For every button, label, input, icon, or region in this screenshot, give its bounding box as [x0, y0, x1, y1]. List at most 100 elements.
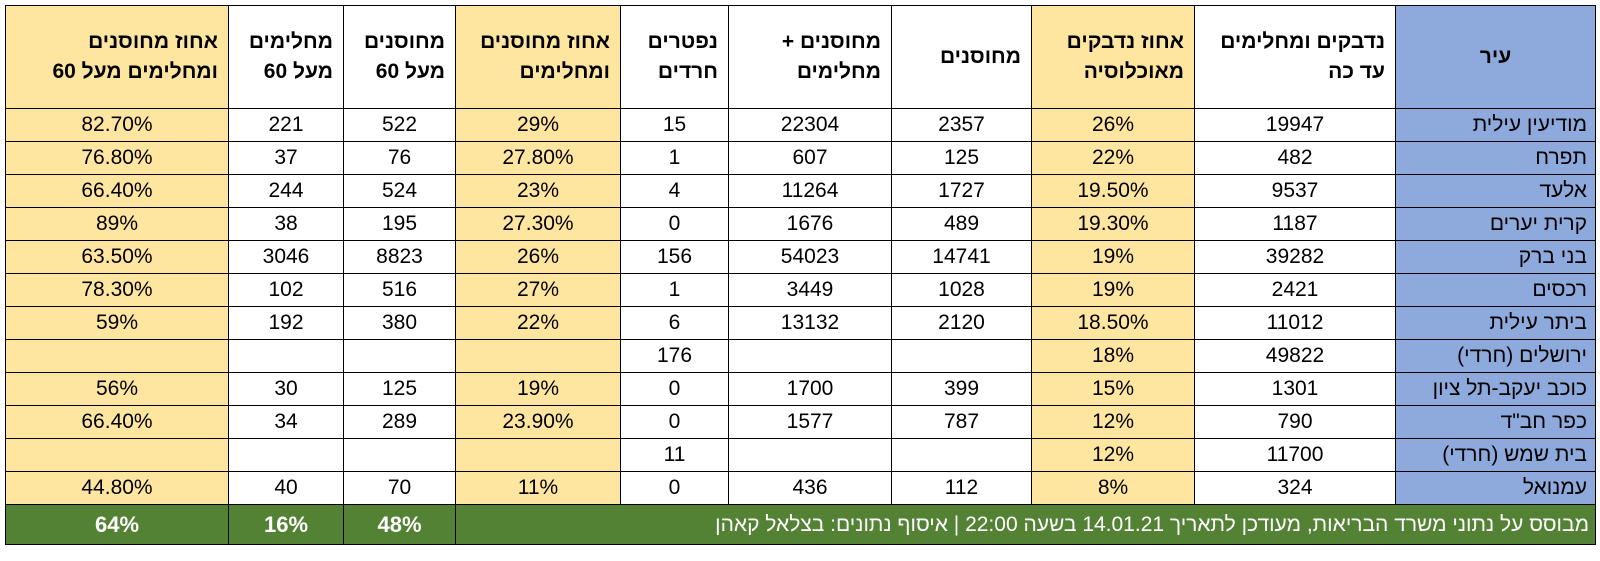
cell-recovered-over-60: 221: [228, 108, 344, 142]
header-recovered-over-60: מחלימים מעל 60: [228, 5, 344, 109]
cell-vaccinated-plus-recovered: [728, 438, 892, 472]
cell-percent-vaccinated-recovered: [455, 438, 621, 472]
header-vaccinated-over-60: מחוסנים מעל 60: [343, 5, 456, 109]
cell-infected-recovered-total: 790: [1194, 405, 1396, 439]
cell-city: עמנואל: [1395, 471, 1596, 505]
header-infected-recovered-total: נדבקים ומחלימים עד כה: [1194, 5, 1396, 109]
cell-percent-infected: 15%: [1031, 372, 1195, 406]
cell-haredi-deaths: 4: [620, 174, 729, 208]
cell-vaccinated: 787: [891, 405, 1032, 439]
cell-percent-vaccinated-recovered: 26%: [455, 240, 621, 274]
table-row: עמנואל 324 8% 112 436 0 11% 70 40 44.80%: [5, 471, 1596, 505]
cell-haredi-deaths: 0: [620, 471, 729, 505]
table-row: ירושלים (חרדי) 49822 18% 176: [5, 339, 1596, 373]
cell-vaccinated-plus-recovered: 22304: [728, 108, 892, 142]
cell-percent-infected: 19%: [1031, 240, 1195, 274]
cell-percent-over-60: 78.30%: [5, 273, 229, 307]
footer-percent-over-60: 64%: [5, 504, 229, 545]
cell-vaccinated: 489: [891, 207, 1032, 241]
cell-recovered-over-60: 3046: [228, 240, 344, 274]
haredi-cities-vaccination-table: עיר נדבקים ומחלימים עד כה אחוז נדבקים מא…: [5, 5, 1596, 545]
cell-city: ירושלים (חרדי): [1395, 339, 1596, 373]
cell-infected-recovered-total: 1301: [1194, 372, 1396, 406]
cell-infected-recovered-total: 482: [1194, 141, 1396, 175]
cell-percent-vaccinated-recovered: [455, 339, 621, 373]
footer-recovered-over-60: 16%: [228, 504, 344, 545]
cell-vaccinated-over-60: 8823: [343, 240, 456, 274]
cell-haredi-deaths: 176: [620, 339, 729, 373]
cell-city: קרית יערים: [1395, 207, 1596, 241]
cell-vaccinated-plus-recovered: 54023: [728, 240, 892, 274]
table-row: תפרח 482 22% 125 607 1 27.80% 76 37 76.80%: [5, 141, 1596, 175]
header-percent-over-60: אחוז מחוסנים ומחלימים מעל 60: [5, 5, 229, 109]
table-row: ביתר עילית 11012 18.50% 2120 13132 6 22% 380 192…: [5, 306, 1596, 340]
cell-vaccinated: 125: [891, 141, 1032, 175]
cell-percent-infected: 19.50%: [1031, 174, 1195, 208]
cell-vaccinated-over-60: 289: [343, 405, 456, 439]
cell-percent-vaccinated-recovered: 27%: [455, 273, 621, 307]
cell-percent-infected: 8%: [1031, 471, 1195, 505]
cell-infected-recovered-total: 1187: [1194, 207, 1396, 241]
cell-vaccinated-over-60: [343, 339, 456, 373]
footer-row: מבוסס על נתוני משרד הבריאות, מעודכן לתאר…: [5, 504, 1596, 545]
cell-city: כוכב יעקב-תל ציון: [1395, 372, 1596, 406]
cell-haredi-deaths: 0: [620, 405, 729, 439]
cell-city: בית שמש (חרדי): [1395, 438, 1596, 472]
table-row: מודיעין עילית 19947 26% 2357 22304 15 29% 522 22…: [5, 108, 1596, 142]
cell-vaccinated-plus-recovered: 1577: [728, 405, 892, 439]
cell-vaccinated-over-60: 522: [343, 108, 456, 142]
cell-vaccinated-plus-recovered: 11264: [728, 174, 892, 208]
cell-percent-over-60: 56%: [5, 372, 229, 406]
cell-haredi-deaths: 0: [620, 372, 729, 406]
cell-haredi-deaths: 1: [620, 273, 729, 307]
cell-vaccinated: 1028: [891, 273, 1032, 307]
cell-recovered-over-60: 37: [228, 141, 344, 175]
cell-percent-infected: 19.30%: [1031, 207, 1195, 241]
cell-vaccinated: 14741: [891, 240, 1032, 274]
cell-infected-recovered-total: 324: [1194, 471, 1396, 505]
header-percent-vaccinated-recovered: אחוז מחוסנים ומחלימים: [455, 5, 621, 109]
cell-percent-over-60: [5, 438, 229, 472]
cell-percent-infected: 18%: [1031, 339, 1195, 373]
cell-recovered-over-60: 192: [228, 306, 344, 340]
cell-percent-over-60: 44.80%: [5, 471, 229, 505]
cell-vaccinated: [891, 339, 1032, 373]
cell-percent-vaccinated-recovered: 19%: [455, 372, 621, 406]
cell-recovered-over-60: [228, 438, 344, 472]
header-vaccinated-plus-recovered: מחוסנים + מחלימים: [728, 5, 892, 109]
cell-vaccinated: 2120: [891, 306, 1032, 340]
cell-percent-over-60: [5, 339, 229, 373]
cell-percent-vaccinated-recovered: 27.80%: [455, 141, 621, 175]
cell-city: תפרח: [1395, 141, 1596, 175]
cell-percent-vaccinated-recovered: 29%: [455, 108, 621, 142]
cell-recovered-over-60: 102: [228, 273, 344, 307]
cell-vaccinated-plus-recovered: 1676: [728, 207, 892, 241]
table-row: כוכב יעקב-תל ציון 1301 15% 399 1700 0 19% 125 30…: [5, 372, 1596, 406]
cell-percent-vaccinated-recovered: 23.90%: [455, 405, 621, 439]
cell-vaccinated-over-60: 195: [343, 207, 456, 241]
cell-vaccinated-over-60: 516: [343, 273, 456, 307]
cell-vaccinated-over-60: 76: [343, 141, 456, 175]
cell-infected-recovered-total: 11700: [1194, 438, 1396, 472]
cell-vaccinated-plus-recovered: 13132: [728, 306, 892, 340]
cell-vaccinated-plus-recovered: 3449: [728, 273, 892, 307]
cell-vaccinated: 1727: [891, 174, 1032, 208]
cell-percent-over-60: 59%: [5, 306, 229, 340]
cell-infected-recovered-total: 9537: [1194, 174, 1396, 208]
cell-percent-infected: 12%: [1031, 405, 1195, 439]
cell-recovered-over-60: 244: [228, 174, 344, 208]
cell-percent-infected: 26%: [1031, 108, 1195, 142]
source-note: מבוסס על נתוני משרד הבריאות, מעודכן לתאר…: [455, 504, 1596, 545]
header-vaccinated: מחוסנים: [891, 5, 1032, 109]
cell-city: כפר חב"ד: [1395, 405, 1596, 439]
table-row: כפר חב"ד 790 12% 787 1577 0 23.90% 289 34 66.40%: [5, 405, 1596, 439]
cell-infected-recovered-total: 19947: [1194, 108, 1396, 142]
cell-haredi-deaths: 1: [620, 141, 729, 175]
cell-infected-recovered-total: 11012: [1194, 306, 1396, 340]
table-row: אלעד 9537 19.50% 1727 11264 4 23% 524 244 66.40%: [5, 174, 1596, 208]
cell-vaccinated-over-60: 70: [343, 471, 456, 505]
cell-percent-vaccinated-recovered: 23%: [455, 174, 621, 208]
cell-percent-over-60: 66.40%: [5, 174, 229, 208]
cell-percent-vaccinated-recovered: 27.30%: [455, 207, 621, 241]
cell-city: רכסים: [1395, 273, 1596, 307]
